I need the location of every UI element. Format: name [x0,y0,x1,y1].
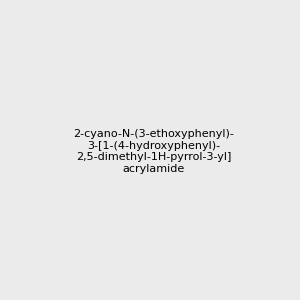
Text: 2-cyano-N-(3-ethoxyphenyl)-
3-[1-(4-hydroxyphenyl)-
2,5-dimethyl-1H-pyrrol-3-yl]: 2-cyano-N-(3-ethoxyphenyl)- 3-[1-(4-hydr… [73,129,234,174]
